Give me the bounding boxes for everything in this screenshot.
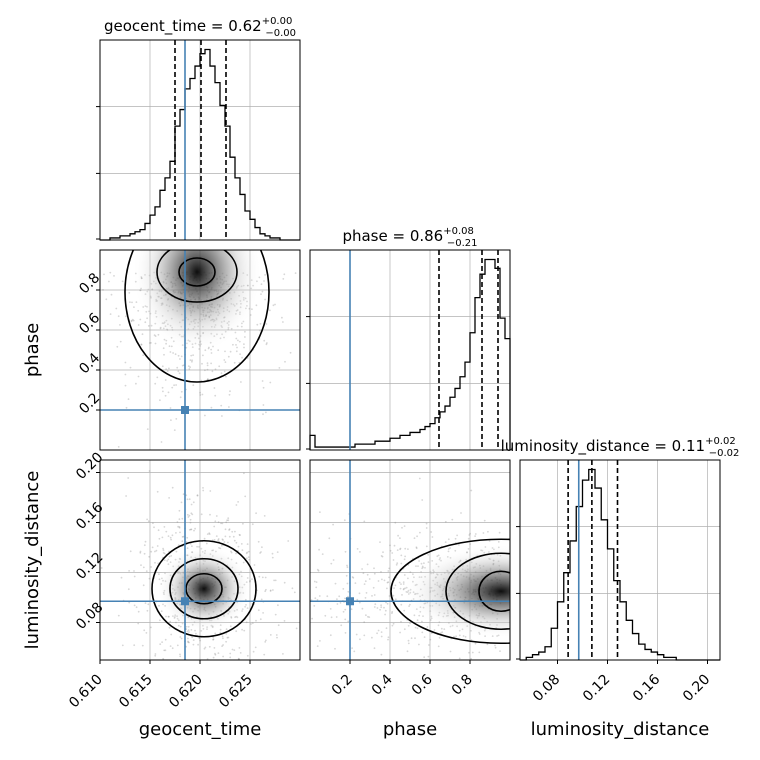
truth-marker [346,597,354,606]
y-tick-label: 0.08 [73,599,106,632]
contour [124,250,270,383]
density-luminosity_distance-geocent_time [151,539,257,638]
y-tick-label: 0.2 [76,390,103,417]
x-tick-label: 0.20 [680,672,713,705]
contour [185,572,223,605]
x-tick-label: 0.625 [216,672,256,712]
x-tick-label: 0.16 [630,671,663,704]
panel-frame [99,249,301,451]
contour [390,538,510,645]
x-tick-label: 0.2 [329,672,356,699]
panel-title-phase: phase = 0.86+0.08 −0.21 [342,226,477,249]
x-axis-label-luminosity_distance: luminosity_distance [531,719,710,740]
density-phase-geocent_time [124,250,270,383]
contour [169,557,239,620]
contour [445,552,510,631]
x-tick-label: 0.6 [409,671,436,698]
x-tick-label: 0.620 [166,672,206,712]
y-tick-label: 0.8 [76,270,103,297]
contour [151,539,257,638]
y-tick-label: 0.6 [76,310,103,337]
y-axis-label-luminosity_distance: luminosity_distance [22,471,43,650]
panel-title-luminosity_distance: luminosity_distance = 0.11+0.02 −0.02 [501,436,740,459]
panel-frame [99,39,301,241]
y-tick-label: 0.12 [73,549,106,582]
x-tick-label: 0.8 [449,672,476,699]
y-tick-label: 0.4 [76,350,103,377]
x-tick-label: 0.12 [580,672,613,705]
y-tick-label: 0.16 [73,499,106,532]
x-tick-label: 0.08 [530,672,563,705]
x-tick-label: 0.610 [66,672,106,712]
histogram-phase [309,258,511,450]
panel-frame [519,459,721,661]
panel-frame [309,459,511,661]
y-tick-label: 0.20 [73,449,106,482]
panel-title-geocent_time: geocent_time = 0.62+0.00 −0.00 [104,16,296,39]
contour [156,250,238,303]
contour [478,570,510,613]
panel-frame [309,249,511,451]
histogram-geocent_time [100,48,300,241]
density-fill [402,544,510,639]
truth-marker [181,406,189,414]
truth-marker [181,597,189,606]
contour [178,257,216,287]
x-axis-label-phase: phase [383,719,437,740]
histogram-luminosity_distance [520,468,720,661]
x-tick-label: 0.4 [369,671,396,698]
density-luminosity_distance-phase [390,538,510,645]
x-axis-label-geocent_time: geocent_time [139,719,262,740]
y-axis-label-phase: phase [22,323,43,377]
x-tick-label: 0.615 [116,672,156,712]
